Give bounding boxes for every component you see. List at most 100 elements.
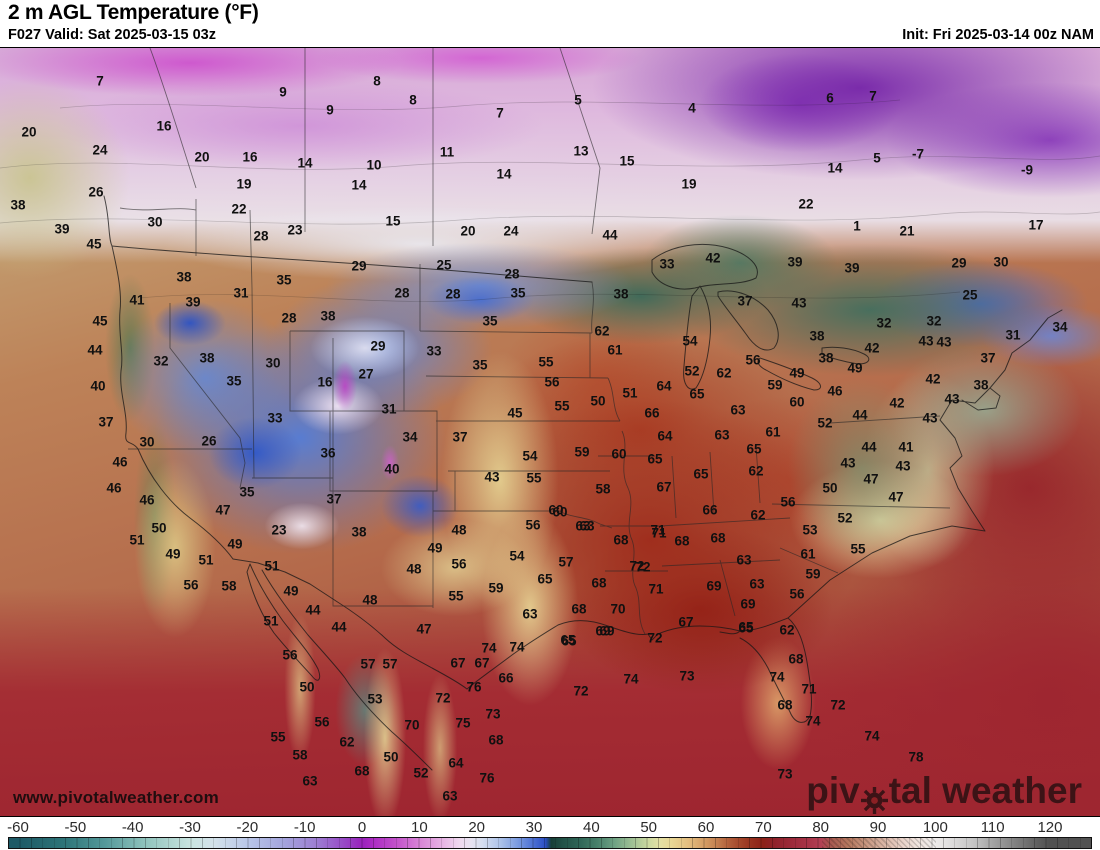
temp-label: 16 bbox=[242, 149, 258, 165]
temp-label: 74 bbox=[769, 669, 785, 685]
temp-label: 55 bbox=[270, 729, 286, 745]
temp-label: 67 bbox=[656, 479, 672, 495]
temp-label: 66 bbox=[498, 670, 514, 686]
temp-label: 4 bbox=[688, 100, 696, 116]
temp-label: 70 bbox=[610, 601, 626, 617]
temp-label: 33 bbox=[267, 410, 283, 426]
temp-label: 63 bbox=[302, 773, 318, 789]
temp-label: 23 bbox=[271, 522, 287, 538]
temp-label: 59 bbox=[805, 566, 821, 582]
temp-label: 73 bbox=[485, 706, 501, 722]
temp-label: 60 bbox=[552, 504, 568, 520]
temp-label: 25 bbox=[962, 287, 978, 303]
temp-label: 63 bbox=[730, 402, 746, 418]
temp-label: 48 bbox=[362, 592, 378, 608]
temp-label: -7 bbox=[911, 146, 925, 162]
temp-label: 37 bbox=[452, 429, 468, 445]
temp-label: 6 bbox=[826, 90, 834, 106]
temp-label: 9 bbox=[279, 84, 287, 100]
temp-label: 72 bbox=[629, 558, 645, 574]
temp-label: 13 bbox=[573, 143, 589, 159]
temp-label: 30 bbox=[265, 355, 281, 371]
temp-label: 38 bbox=[973, 377, 989, 393]
temp-label: 35 bbox=[472, 357, 488, 373]
temp-label: 50 bbox=[299, 679, 315, 695]
temp-label: 43 bbox=[484, 469, 500, 485]
temp-label: 55 bbox=[850, 541, 866, 557]
temp-label: 30 bbox=[139, 434, 155, 450]
temp-label: 65 bbox=[689, 386, 705, 402]
temp-label: 68 bbox=[674, 533, 690, 549]
temp-label: 65 bbox=[693, 466, 709, 482]
temp-label: 66 bbox=[702, 502, 718, 518]
temp-label: 59 bbox=[488, 580, 504, 596]
temp-label: 38 bbox=[320, 308, 336, 324]
temp-label: 47 bbox=[215, 502, 231, 518]
temp-label: 47 bbox=[888, 489, 904, 505]
temp-label: 65 bbox=[746, 441, 762, 457]
temp-label: 38 bbox=[199, 350, 215, 366]
temp-label: 54 bbox=[509, 548, 525, 564]
temp-label: 54 bbox=[522, 448, 538, 464]
temp-label: 58 bbox=[221, 578, 237, 594]
temp-label: 20 bbox=[460, 223, 476, 239]
temp-label: 61 bbox=[607, 342, 623, 358]
temp-label: 8 bbox=[409, 92, 417, 108]
temp-label: 68 bbox=[488, 732, 504, 748]
temp-label: 15 bbox=[385, 213, 401, 229]
temp-label: 68 bbox=[613, 532, 629, 548]
gear-icon bbox=[860, 781, 888, 814]
temp-label: 29 bbox=[351, 258, 367, 274]
temp-label: 61 bbox=[765, 424, 781, 440]
colorbar-tick: 20 bbox=[468, 819, 485, 836]
temp-label: -9 bbox=[1020, 162, 1034, 178]
temp-label: 36 bbox=[320, 445, 336, 461]
temp-label: 62 bbox=[716, 365, 732, 381]
temp-label: 63 bbox=[714, 427, 730, 443]
temp-label: 74 bbox=[805, 713, 821, 729]
temp-label: 34 bbox=[1052, 319, 1068, 335]
temp-label: 52 bbox=[837, 510, 853, 526]
temp-label: 72 bbox=[647, 630, 663, 646]
colorbar-segments bbox=[9, 838, 1091, 848]
temp-label: 30 bbox=[147, 214, 163, 230]
state-borders bbox=[0, 48, 1100, 771]
temp-label: 68 bbox=[777, 697, 793, 713]
temp-label: 44 bbox=[305, 602, 321, 618]
temp-label: 24 bbox=[503, 223, 519, 239]
temp-label: 38 bbox=[176, 269, 192, 285]
temp-label: 29 bbox=[370, 338, 386, 354]
temp-label: 74 bbox=[509, 639, 525, 655]
temp-label: 65 bbox=[647, 451, 663, 467]
temp-label: 60 bbox=[548, 502, 564, 518]
colorbar-tick: -10 bbox=[293, 819, 316, 836]
temp-label: 43 bbox=[922, 410, 938, 426]
temp-label: 55 bbox=[526, 470, 542, 486]
temp-label: 55 bbox=[554, 398, 570, 414]
temp-label: 10 bbox=[366, 157, 382, 173]
temp-label: 28 bbox=[504, 266, 520, 282]
temp-label: 63 bbox=[736, 552, 752, 568]
temp-label: 41 bbox=[898, 439, 914, 455]
temp-label: 67 bbox=[678, 614, 694, 630]
temp-label: 72 bbox=[435, 690, 451, 706]
temp-label: 58 bbox=[292, 747, 308, 763]
temp-label: 56 bbox=[745, 352, 761, 368]
temp-label: 7 bbox=[496, 105, 504, 121]
temp-label: 51 bbox=[263, 613, 279, 629]
temp-label: 58 bbox=[595, 481, 611, 497]
colorbar-tick: 0 bbox=[357, 819, 367, 836]
temp-label: 24 bbox=[92, 142, 108, 158]
temp-label: 7 bbox=[869, 88, 877, 104]
temp-label: 65 bbox=[537, 571, 553, 587]
temp-label: 23 bbox=[287, 222, 303, 238]
temp-label: 64 bbox=[448, 755, 464, 771]
temp-label: 46 bbox=[139, 492, 155, 508]
colorbar-tick: 40 bbox=[582, 819, 600, 836]
temp-label: 43 bbox=[840, 455, 856, 471]
temp-label: 75 bbox=[455, 715, 471, 731]
temp-label: 16 bbox=[317, 374, 333, 390]
temp-label: 34 bbox=[402, 429, 418, 445]
temp-label: 42 bbox=[705, 250, 721, 266]
temp-label: 73 bbox=[679, 668, 695, 684]
